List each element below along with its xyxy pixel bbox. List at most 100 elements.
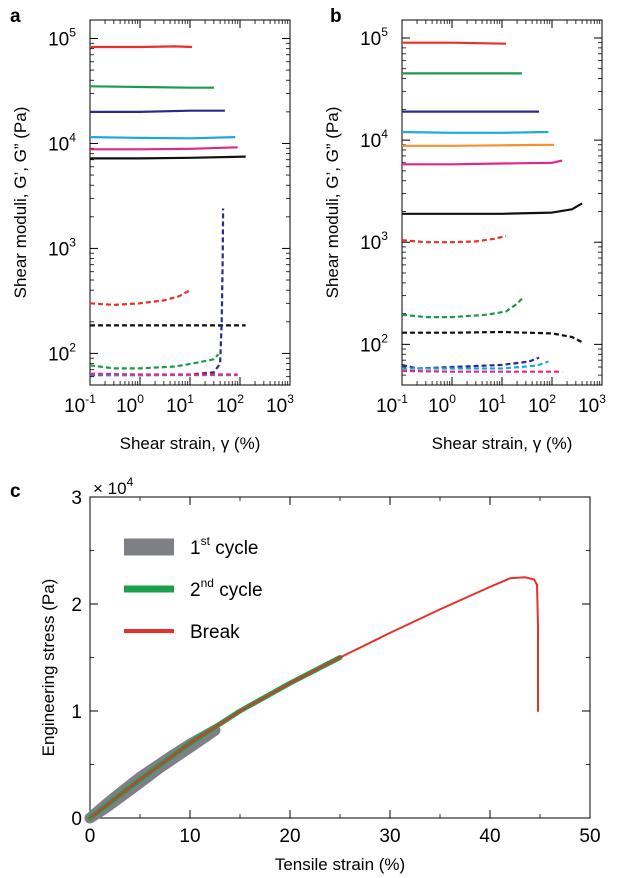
- legend-label-main: Break: [190, 622, 240, 643]
- tick-exponent: -1: [85, 392, 96, 406]
- tick-exponent: 3: [287, 392, 294, 406]
- multiplier-base: × 10: [93, 479, 127, 498]
- panel-b-x-tick-label: 103: [578, 392, 606, 417]
- panel-b-x-axis-label: Shear strain, γ (%): [432, 434, 573, 453]
- panel-b-series-loss-modulus-11: [402, 360, 549, 370]
- tick-exponent: 4: [381, 127, 388, 141]
- tick-exponent: 1: [499, 392, 506, 406]
- legend-label-2: Break: [190, 622, 240, 643]
- panel-b-x-tick-label: 101: [478, 392, 506, 417]
- tick-exponent: 0: [449, 392, 456, 406]
- legend-label-tail: cycle: [214, 580, 263, 601]
- panel-b-x-tick-label: 100: [428, 392, 456, 417]
- panel-c-x-tick-label: 20: [279, 826, 300, 847]
- panel-b-series-storage-modulus-6: [402, 202, 583, 215]
- tick-exponent: 2: [549, 392, 556, 406]
- tick-exponent: 5: [69, 25, 76, 39]
- panel-a-y-tick-label: 105: [48, 25, 76, 50]
- panel-a-x-tick-label: 100: [116, 392, 144, 417]
- panel-a-x-axis-label: Shear strain, γ (%): [120, 434, 261, 453]
- tick-base: 10: [48, 239, 69, 260]
- tick-exponent: 2: [237, 392, 244, 406]
- panel-c-y-axis-label: Engineering stress (Pa): [39, 579, 58, 757]
- panel-b-x-tick-label: 102: [528, 392, 556, 417]
- panel-b-x-tick-label: 10-1: [376, 392, 408, 417]
- panel-letter-b: b: [330, 6, 342, 27]
- panel-b-y-axis-label: Shear moduli, G’, G” (Pa): [323, 107, 342, 299]
- tick-base: 10: [360, 335, 381, 356]
- tick-exponent: 0: [137, 392, 144, 406]
- tick-base: 10: [528, 396, 549, 417]
- tick-base: 10: [48, 134, 69, 155]
- panel-a-y-tick-label: 104: [48, 130, 76, 155]
- tick-exponent: 1: [187, 392, 194, 406]
- panel-a-series-storage-modulus-1: [89, 85, 214, 89]
- legend-label-sup: st: [201, 534, 211, 548]
- tick-exponent: 5: [381, 25, 388, 39]
- panel-a-series-loss-modulus-11: [89, 372, 238, 376]
- panel-a-series-storage-modulus-4: [90, 146, 238, 151]
- tick-exponent: 4: [69, 130, 76, 144]
- panel-c-y-tick-label: 0: [71, 809, 82, 830]
- tick-base: 10: [478, 396, 499, 417]
- panel-c-y-multiplier: × 104: [93, 475, 134, 498]
- panel-b-series-loss-modulus-9: [402, 330, 583, 344]
- chart-panel-c: 0 10 20 30 40 50 0 1 2 3 × 104 Tensile strain (%) En…: [39, 475, 601, 874]
- tick-base: 10: [216, 396, 237, 417]
- panel-c-x-axis-label: Tensile strain (%): [275, 855, 405, 874]
- panel-c-y-tick-label: 3: [71, 488, 82, 509]
- panel-b-series-loss-modulus-12: [401, 369, 563, 373]
- legend-label-main: 1: [190, 538, 201, 559]
- legend-label-0: 1st cycle: [190, 534, 259, 559]
- panel-a-series-storage-modulus-5: [90, 155, 246, 160]
- panel-a-series-storage-modulus-2: [90, 109, 225, 113]
- legend-label-main: 2: [190, 580, 201, 601]
- panel-b-series-storage-modulus-5: [402, 159, 563, 166]
- panel-a-series-loss-modulus-9: [90, 208, 225, 377]
- tick-base: 10: [360, 29, 381, 50]
- tick-base: 10: [166, 396, 187, 417]
- panel-a-x-tick-label: 101: [166, 392, 194, 417]
- panel-a-y-tick-label: 103: [48, 235, 76, 260]
- panel-a-series-storage-modulus-3: [89, 136, 236, 140]
- tick-base: 10: [376, 396, 397, 417]
- panel-b-series-storage-modulus-4: [402, 143, 555, 147]
- tick-exponent: -1: [397, 392, 408, 406]
- panel-a-series-loss-modulus-6: [89, 289, 191, 306]
- panel-b-y-tick-label: 104: [360, 127, 388, 152]
- legend-label-sup: nd: [201, 576, 214, 590]
- panel-b-y-tick-label: 105: [360, 25, 388, 50]
- panel-c-x-tick-label: 0: [85, 826, 96, 847]
- panel-a-plot-frame: [89, 19, 291, 386]
- tick-exponent: 3: [599, 392, 606, 406]
- tick-exponent: 3: [381, 229, 388, 243]
- panel-c-x-tick-label: 40: [479, 826, 500, 847]
- panel-c-y-tick-label: 1: [71, 702, 82, 723]
- panel-b-series-storage-modulus-0: [402, 41, 507, 45]
- panel-a-series-loss-modulus-8: [89, 353, 220, 370]
- panel-c-series-2: [89, 576, 539, 819]
- panel-c-x-tick-label: 10: [179, 826, 200, 847]
- panel-b-series-loss-modulus-7: [401, 234, 507, 244]
- panel-b-series-loss-modulus-8: [401, 297, 523, 319]
- tick-exponent: 3: [69, 235, 76, 249]
- legend-label-tail: cycle: [210, 538, 259, 559]
- panel-c-x-tick-label: 50: [579, 826, 600, 847]
- tick-base: 10: [360, 131, 381, 152]
- tick-base: 10: [266, 396, 287, 417]
- panel-letter-c: c: [10, 481, 21, 502]
- tick-base: 10: [428, 396, 449, 417]
- tick-exponent: 2: [381, 331, 388, 345]
- panel-a-x-tick-label: 102: [216, 392, 244, 417]
- panel-letter-a: a: [10, 6, 21, 27]
- tick-base: 10: [48, 344, 69, 365]
- multiplier-exponent: 4: [127, 475, 134, 489]
- panel-a-y-tick-label: 102: [48, 340, 76, 365]
- legend-label-1: 2nd cycle: [190, 576, 263, 601]
- tick-base: 10: [48, 29, 69, 50]
- panel-b-y-tick-label: 102: [360, 331, 388, 356]
- tick-base: 10: [360, 233, 381, 254]
